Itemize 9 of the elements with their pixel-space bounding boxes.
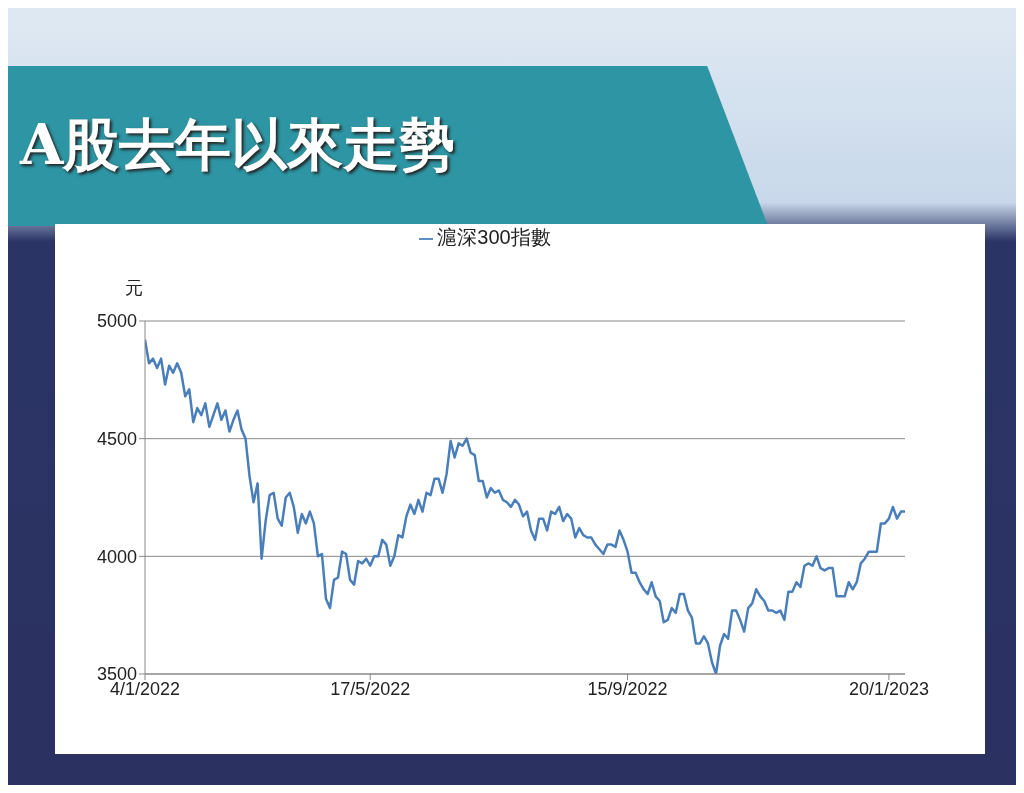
y-tick-label: 4000 bbox=[96, 546, 137, 567]
legend-label: 滬深300指數 bbox=[437, 226, 551, 248]
x-tick-label: 15/9/2022 bbox=[587, 678, 668, 699]
chart-title: A股去年以來走勢 bbox=[20, 110, 456, 179]
y-tick-label: 4500 bbox=[96, 429, 137, 450]
x-tick-label: 20/1/2023 bbox=[848, 678, 929, 699]
y-axis-title: 元 bbox=[125, 277, 143, 300]
y-tick-label: 5000 bbox=[96, 311, 137, 332]
x-tick-label: 17/5/2022 bbox=[330, 678, 411, 699]
